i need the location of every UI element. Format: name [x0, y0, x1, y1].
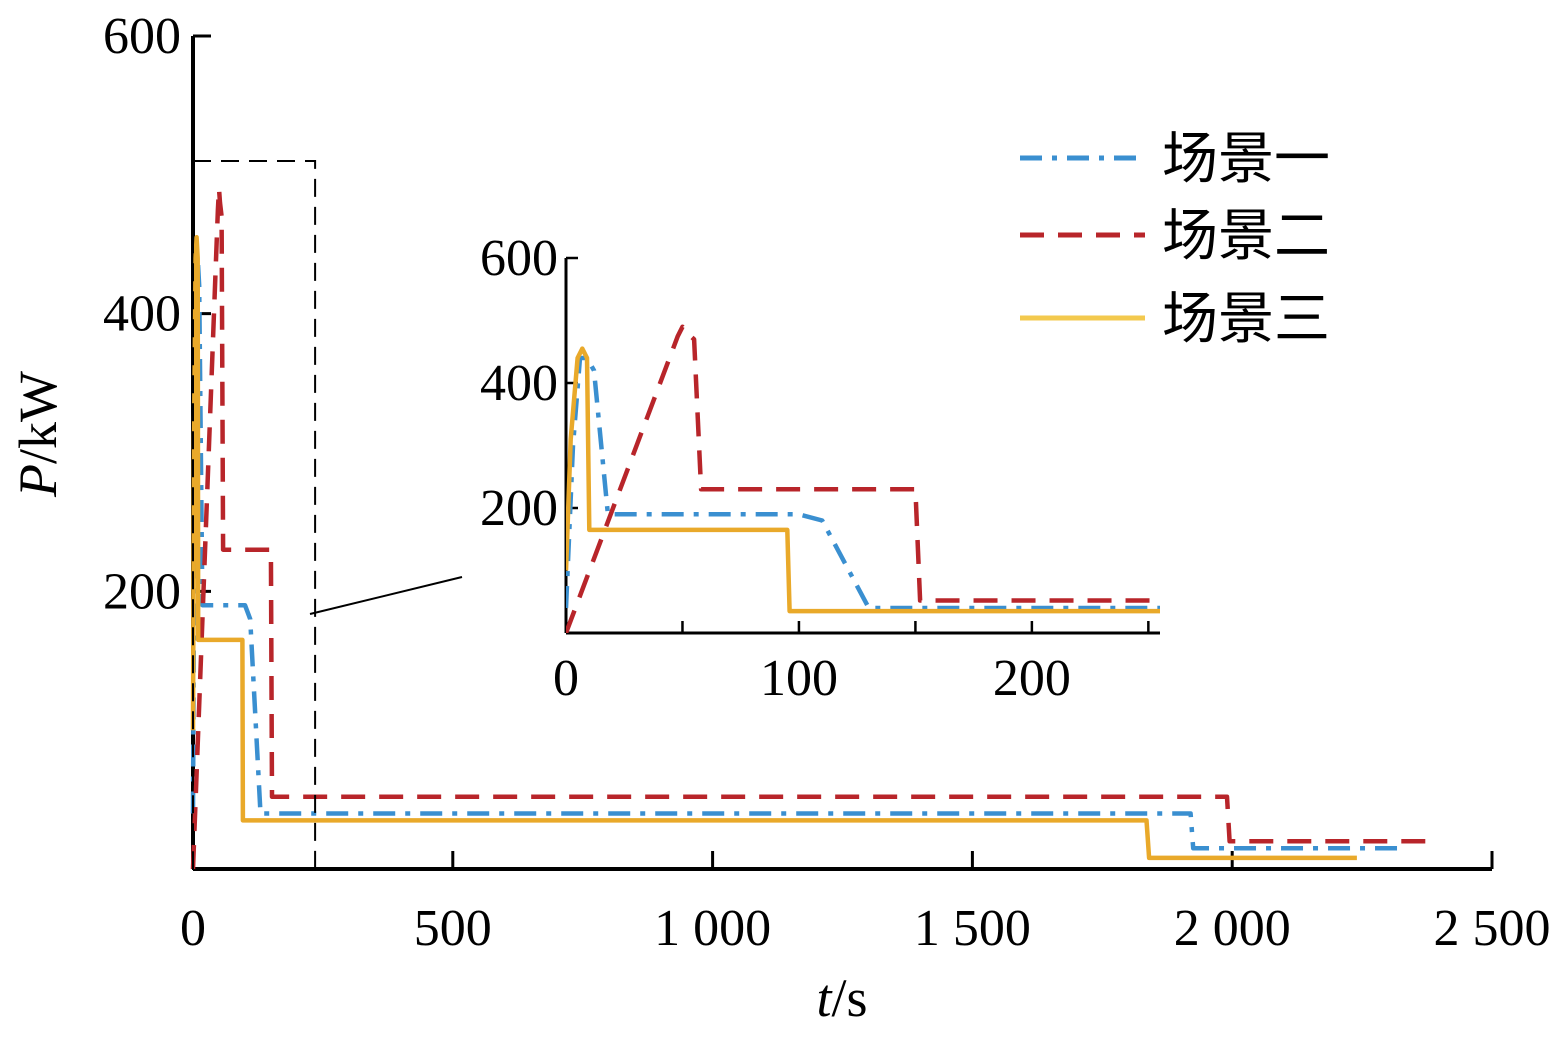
x-tick-label: 2 000	[1174, 900, 1291, 957]
series-line-1	[190, 255, 1404, 851]
inset-plot: 0 100 200 200 400 600	[480, 230, 1160, 707]
x-tick-label: 1 500	[914, 900, 1031, 957]
x-tick-label: 2 500	[1434, 900, 1551, 957]
inset-y-tick-label: 200	[480, 480, 558, 537]
zoom-connector-line	[309, 576, 463, 615]
inset-series-line-3	[566, 346, 1160, 614]
inset-y-tick-label: 600	[480, 230, 558, 287]
zoom-indicator	[192, 159, 463, 870]
y-axis-label: P/kW	[8, 371, 68, 498]
x-tick-label: 1 000	[654, 900, 771, 957]
inset-series-group	[566, 324, 1160, 633]
inset-series-line-2	[566, 324, 1160, 633]
inset-y-tick-label: 400	[480, 355, 558, 412]
inset-x-tick-label: 0	[553, 650, 579, 707]
legend-label-1: 场景一	[1162, 127, 1330, 192]
y-tick-label: 200	[103, 563, 181, 620]
legend-label-2: 场景二	[1162, 204, 1330, 269]
inset-x-tick-label: 100	[760, 650, 838, 707]
x-tick-label: 500	[414, 900, 492, 957]
legend-label-3: 场景三	[1162, 287, 1330, 352]
y-tick-label: 400	[103, 286, 181, 343]
y-tick-label: 600	[103, 8, 181, 65]
series-line-2	[190, 186, 1430, 870]
main-plot: 0 500 1 000 1 500 2 000 2 500 200 400 600	[103, 8, 1551, 957]
axis-labels: t/s P/kW	[8, 371, 868, 1028]
zoom-region-box	[192, 159, 317, 870]
x-axis-label: t/s	[816, 968, 867, 1028]
x-tick-label: 0	[180, 900, 206, 957]
inset-x-tick-label: 200	[993, 650, 1071, 707]
series-line-3	[190, 235, 1357, 861]
